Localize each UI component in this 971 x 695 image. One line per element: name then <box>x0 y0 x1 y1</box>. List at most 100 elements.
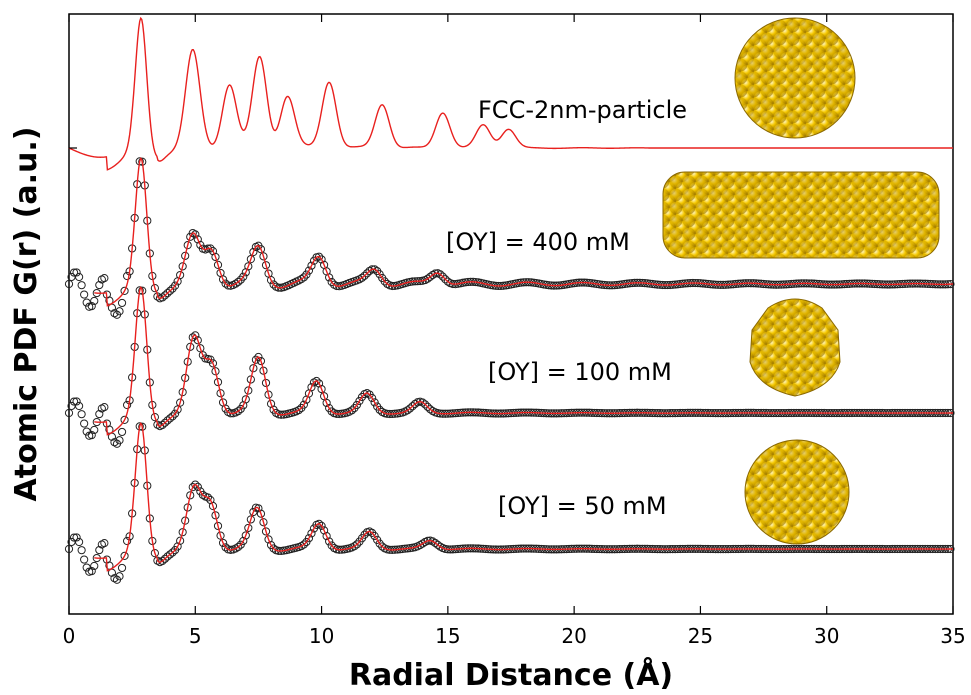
data-point <box>87 567 96 576</box>
data-point <box>213 377 223 387</box>
data-point <box>211 511 220 520</box>
data-point <box>181 251 190 260</box>
data-point <box>82 427 91 436</box>
data-point <box>193 336 202 345</box>
data-point <box>188 483 197 492</box>
data-point <box>95 409 104 419</box>
data-point <box>441 275 450 284</box>
data-point <box>120 286 129 296</box>
data-point <box>196 344 205 353</box>
data-point <box>183 241 192 250</box>
data-point <box>249 364 258 373</box>
data-point <box>115 307 124 316</box>
data-point <box>307 261 316 270</box>
data-point <box>370 398 379 407</box>
data-point <box>299 273 308 282</box>
data-point <box>244 523 253 533</box>
data-point <box>317 255 326 264</box>
data-point <box>322 398 331 408</box>
data-point <box>380 277 389 286</box>
data-point <box>410 399 420 409</box>
data-point <box>239 272 248 281</box>
data-point <box>327 407 336 416</box>
series-line <box>94 157 954 307</box>
data-point <box>117 427 127 437</box>
data-point <box>367 393 377 403</box>
data-point <box>408 402 417 411</box>
x-tick-label: 20 <box>561 624 586 648</box>
x-tick-label: 25 <box>688 624 713 648</box>
data-point <box>355 396 364 406</box>
data-point <box>347 406 356 415</box>
data-point <box>64 544 74 554</box>
data-point <box>178 528 187 537</box>
data-point <box>120 415 129 425</box>
data-point <box>327 277 336 287</box>
data-point <box>163 289 172 298</box>
data-point <box>357 392 367 402</box>
nanoparticle-images <box>662 17 940 545</box>
data-point <box>322 531 331 541</box>
data-point <box>64 279 74 289</box>
plot-frame <box>68 13 954 615</box>
data-point <box>299 540 308 549</box>
data-point <box>234 277 243 287</box>
data-point <box>264 535 273 544</box>
data-point <box>299 400 308 409</box>
data-point <box>87 302 96 311</box>
data-point <box>150 413 159 422</box>
data-point <box>122 536 132 546</box>
data-point <box>256 509 266 518</box>
data-point <box>168 412 177 421</box>
data-point <box>246 375 255 384</box>
data-point <box>80 555 89 564</box>
data-point <box>117 563 127 573</box>
series-label-fcc: FCC-2nm-particle <box>478 96 687 124</box>
data-point <box>213 260 223 269</box>
data-point <box>110 438 119 447</box>
data-point <box>264 390 273 399</box>
data-point <box>307 529 316 538</box>
data-point <box>110 574 119 583</box>
data-point <box>297 541 306 551</box>
data-point <box>294 405 303 415</box>
series-label-400mm: [OY] = 400 mM <box>446 228 630 256</box>
data-point <box>259 252 268 261</box>
data-point <box>241 531 250 540</box>
data-point <box>218 538 228 548</box>
data-point <box>160 291 170 300</box>
series-line <box>94 286 953 436</box>
data-point <box>90 425 99 435</box>
data-point <box>261 378 271 388</box>
data-point <box>438 272 447 281</box>
data-point <box>436 270 445 279</box>
data-point <box>203 493 213 502</box>
x-tick-label: 15 <box>435 624 460 648</box>
data-point <box>90 561 99 571</box>
series-label-100mm: [OY] = 100 mM <box>488 358 672 386</box>
data-point <box>100 403 109 412</box>
data-point <box>350 542 359 551</box>
data-point <box>405 404 415 413</box>
x-axis-title: Radial Distance (Å) <box>349 656 673 693</box>
data-point <box>221 279 230 288</box>
data-point <box>80 419 89 428</box>
data-point <box>163 416 172 425</box>
data-point <box>191 331 200 340</box>
x-tick-label: 10 <box>309 624 334 648</box>
data-point <box>168 548 177 557</box>
data-point <box>211 367 220 376</box>
data-point <box>95 545 104 555</box>
data-point <box>208 501 218 511</box>
data-point <box>77 410 86 419</box>
series-line <box>68 16 953 171</box>
data-point <box>82 298 91 307</box>
data-point <box>72 268 81 277</box>
data-point <box>423 402 432 411</box>
data-point <box>403 406 412 415</box>
data-point <box>176 536 185 545</box>
data-point <box>375 539 384 548</box>
data-point <box>314 379 324 388</box>
data-point <box>362 269 372 278</box>
